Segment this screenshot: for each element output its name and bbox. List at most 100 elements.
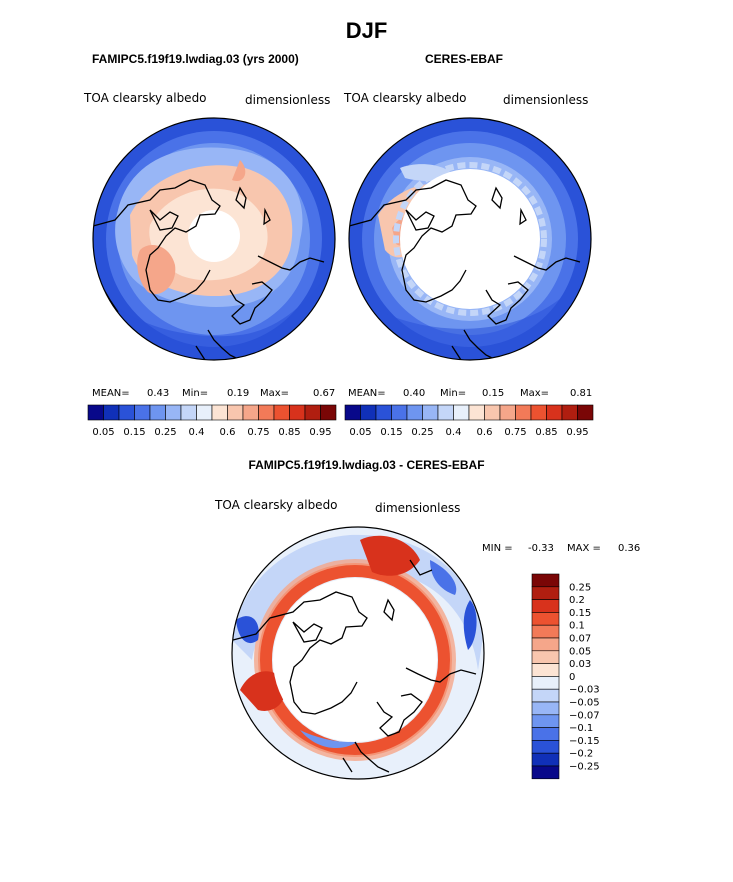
panel1-model-title: FAMIPC5.f19f19.lwdiag.03 (yrs 2000) <box>92 52 299 66</box>
panel1-max-value: 0.67 <box>313 388 336 399</box>
colorbar-obs-swatch <box>530 404 547 421</box>
colorbar-diff-swatch <box>531 650 560 664</box>
colorbar-model: 0.05 0.15 0.25 0.4 0.6 0.75 0.85 0.95 <box>87 404 337 438</box>
colorbar-obs-tick-label: 0.25 <box>411 427 433 438</box>
diff-map-coastlines <box>232 559 477 773</box>
colorbar-obs-swatch <box>360 404 377 421</box>
colorbar-diff-swatch <box>531 599 560 613</box>
diff-max-label: MAX = <box>567 543 601 554</box>
colorbar-diff-swatch <box>531 688 560 703</box>
colorbar-model-swatch <box>304 404 321 421</box>
panel2-units: dimensionless <box>503 93 589 107</box>
colorbar-diff-swatch <box>531 612 560 626</box>
colorbar-diff-tick-label: 0.05 <box>569 646 591 657</box>
colorbar-model-tick-label: 0.15 <box>123 427 145 438</box>
colorbar-diff-tick-label: 0.1 <box>569 621 585 632</box>
colorbar-diff-tick-label: 0.15 <box>569 608 591 619</box>
colorbar-diff-tick-label: 0.2 <box>569 595 585 606</box>
colorbar-obs-tick-label: 0.85 <box>535 427 557 438</box>
colorbar-model-swatch <box>320 404 337 421</box>
model-map-coastlines <box>93 179 325 360</box>
colorbar-diff-tick-label: −0.05 <box>569 698 600 709</box>
colorbar-diff-tick-label: −0.15 <box>569 736 600 747</box>
model-map-boundary <box>92 117 336 361</box>
colorbar-model-swatch <box>149 404 166 421</box>
panel1-max-label: Max= <box>260 388 290 399</box>
colorbar-model-tick-label: 0.05 <box>92 427 114 438</box>
colorbar-model-tick-label: 0.75 <box>247 427 269 438</box>
colorbar-diff: 0.250.20.150.10.070.050.030−0.03−0.05−0.… <box>531 573 600 780</box>
colorbar-obs-swatch <box>468 404 485 421</box>
diff-map-field <box>232 527 484 779</box>
colorbar-obs-swatch <box>406 404 423 421</box>
colorbar-model-swatch <box>134 404 151 421</box>
colorbar-diff-tick-label: −0.03 <box>569 685 600 696</box>
colorbar-diff-swatch <box>531 586 560 600</box>
colorbar-obs-swatch <box>561 404 578 421</box>
diff-map-boundary <box>231 526 485 780</box>
colorbar-diff-swatch <box>531 752 560 767</box>
colorbar-obs-swatch <box>484 404 501 421</box>
panel2-mean-value: 0.40 <box>403 388 426 399</box>
colorbar-diff-swatch <box>531 701 560 716</box>
colorbar-obs-swatch <box>515 404 532 421</box>
colorbar-model-swatch <box>103 404 120 421</box>
colorbar-obs-tick-label: 0.75 <box>504 427 526 438</box>
colorbar-diff-swatch <box>531 624 560 639</box>
colorbar-obs-tick-label: 0.4 <box>446 427 462 438</box>
colorbar-obs: 0.05 0.15 0.25 0.4 0.6 0.75 0.85 0.95 <box>344 404 594 438</box>
colorbar-model-tick-label: 0.4 <box>189 427 205 438</box>
colorbar-model-tick-label: 0.95 <box>309 427 331 438</box>
colorbar-model-swatch <box>87 404 104 421</box>
colorbar-obs-tick-label: 0.95 <box>566 427 588 438</box>
colorbar-diff-tick-label: −0.1 <box>569 723 593 734</box>
diff-units: dimensionless <box>375 501 461 515</box>
diff-title: FAMIPC5.f19f19.lwdiag.03 - CERES-EBAF <box>248 458 485 472</box>
colorbar-model-tick-label: 0.85 <box>278 427 300 438</box>
panel2-model-title: CERES-EBAF <box>425 52 504 66</box>
panel2-variable: TOA clearsky albedo <box>344 91 467 105</box>
panel1-mean-label: MEAN= <box>92 388 130 399</box>
colorbar-diff-swatch <box>531 740 560 754</box>
colorbar-diff-swatch <box>531 676 560 690</box>
colorbar-obs-swatch <box>577 404 594 421</box>
colorbar-model-swatch <box>273 404 290 421</box>
colorbar-model-swatch <box>196 404 213 421</box>
colorbar-model-swatch <box>165 404 182 421</box>
colorbar-diff-swatch <box>531 637 560 652</box>
colorbar-diff-tick-label: 0.03 <box>569 659 591 670</box>
colorbar-diff-swatch <box>531 714 560 728</box>
colorbar-diff-swatch <box>531 765 560 780</box>
colorbar-diff-tick-label: 0.25 <box>569 582 591 593</box>
diff-min-label: MIN = <box>482 543 513 554</box>
obs-map-coastlines <box>349 179 581 360</box>
panel1-min-value: 0.19 <box>227 388 250 399</box>
colorbar-diff-tick-label: −0.07 <box>569 710 600 721</box>
diff-variable: TOA clearsky albedo <box>215 498 338 512</box>
colorbar-diff-tick-label: −0.2 <box>569 749 593 760</box>
colorbar-model-tick-label: 0.25 <box>154 427 176 438</box>
obs-map-boundary <box>348 117 592 361</box>
panel2-mean-label: MEAN= <box>348 388 386 399</box>
colorbar-diff-swatch <box>531 663 560 677</box>
obs-map-field <box>349 118 591 360</box>
panel2-max-value: 0.81 <box>570 388 593 399</box>
panel1-min-label: Min= <box>182 388 209 399</box>
colorbar-model-swatch <box>227 404 244 421</box>
colorbar-diff-swatch <box>531 573 560 588</box>
colorbar-diff-swatch <box>531 727 560 741</box>
colorbar-model-swatch <box>289 404 306 421</box>
colorbar-model-swatch <box>242 404 259 421</box>
colorbar-obs-tick-label: 0.15 <box>380 427 402 438</box>
page-title: DJF <box>345 18 388 43</box>
panel2-min-label: Min= <box>440 388 467 399</box>
panel1-variable: TOA clearsky albedo <box>84 91 207 105</box>
colorbar-obs-swatch <box>375 404 392 421</box>
colorbar-obs-swatch <box>499 404 516 421</box>
model-map-field <box>93 118 335 360</box>
colorbar-model-tick-label: 0.6 <box>220 427 236 438</box>
diff-max-value: 0.36 <box>618 543 641 554</box>
colorbar-obs-swatch <box>437 404 454 421</box>
colorbar-model-swatch <box>258 404 275 421</box>
colorbar-model-swatch <box>180 404 197 421</box>
